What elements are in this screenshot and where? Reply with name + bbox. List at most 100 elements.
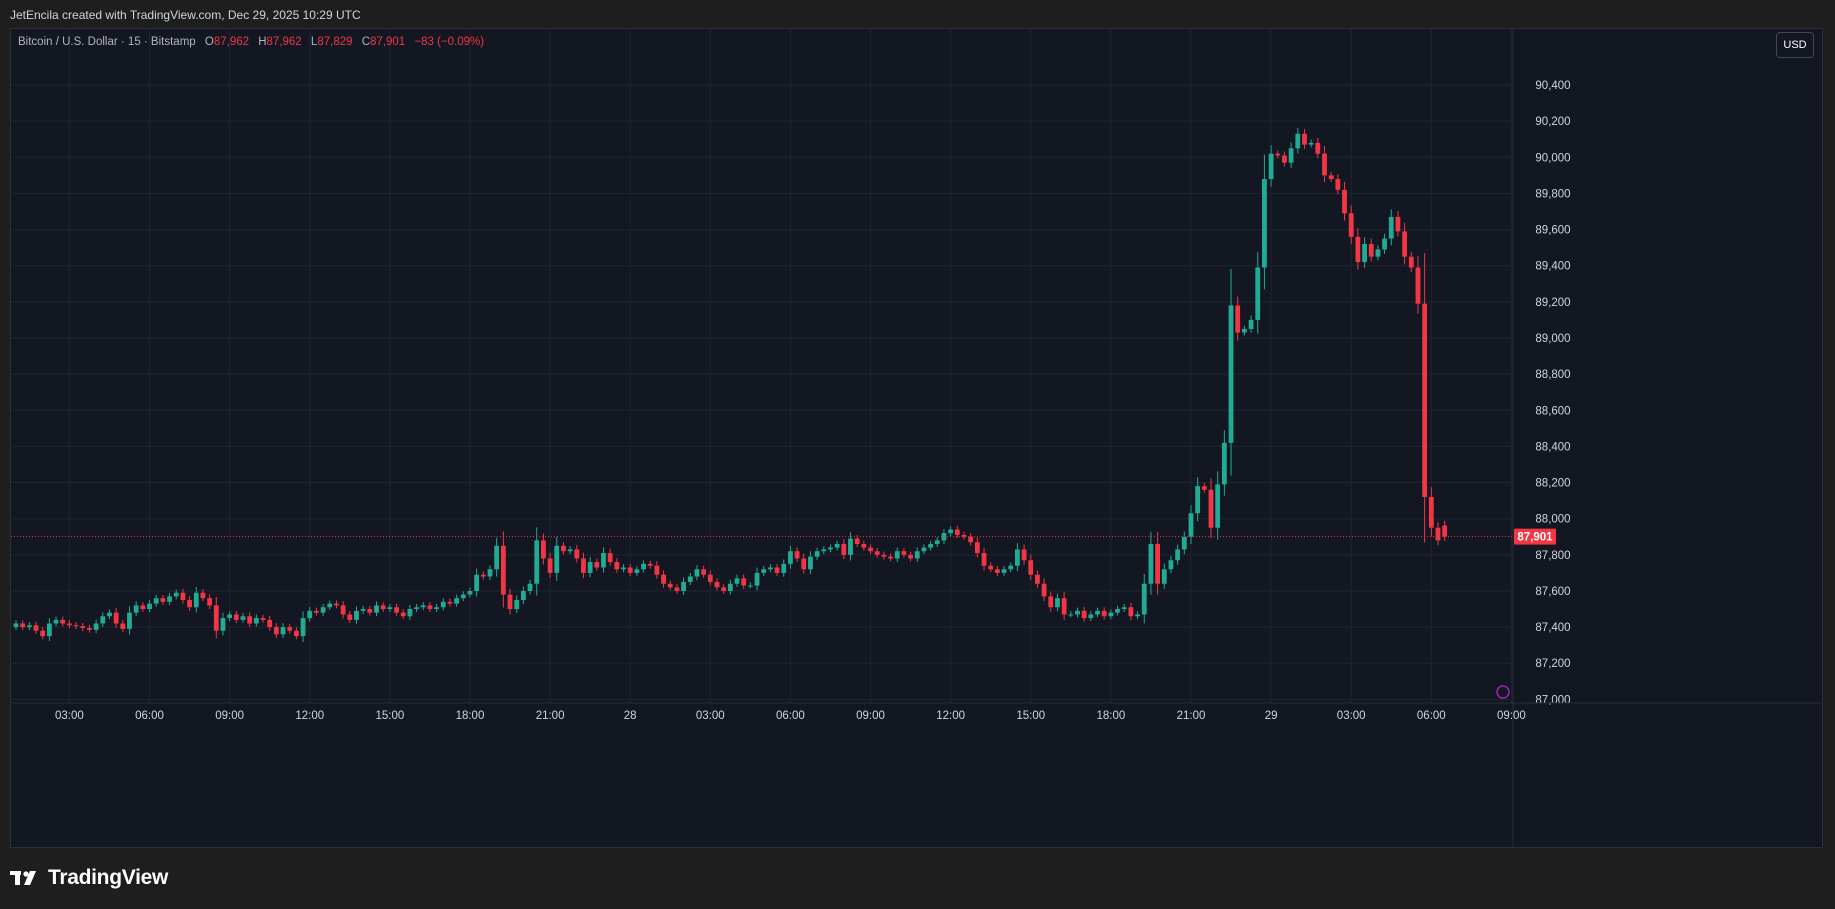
candle[interactable] — [173, 592, 179, 597]
candle[interactable] — [127, 612, 132, 629]
candle[interactable] — [480, 574, 486, 577]
candle[interactable] — [1442, 525, 1448, 537]
candle[interactable] — [320, 607, 326, 613]
candle[interactable] — [1021, 549, 1027, 561]
candle[interactable] — [614, 562, 620, 570]
candle[interactable] — [654, 565, 660, 575]
candle[interactable] — [307, 610, 313, 619]
candle[interactable] — [1415, 267, 1421, 304]
candle[interactable] — [988, 565, 994, 570]
candle[interactable] — [954, 529, 960, 535]
candle[interactable] — [1061, 598, 1067, 615]
candle[interactable] — [941, 533, 947, 541]
candle[interactable] — [1335, 178, 1341, 190]
candle[interactable] — [594, 562, 600, 568]
candle[interactable] — [1095, 610, 1100, 615]
candle[interactable] — [1128, 607, 1134, 617]
candle[interactable] — [1201, 486, 1207, 490]
candle[interactable] — [247, 616, 253, 624]
candle[interactable] — [1382, 238, 1387, 250]
candle[interactable] — [240, 616, 246, 620]
candle[interactable] — [1208, 489, 1214, 528]
candle[interactable] — [641, 563, 646, 570]
candle[interactable] — [721, 587, 727, 591]
candle[interactable] — [340, 605, 346, 615]
currency-button[interactable]: USD — [1776, 32, 1814, 58]
candle[interactable] — [1048, 596, 1054, 608]
candle[interactable] — [1081, 610, 1087, 619]
candle[interactable] — [1408, 256, 1414, 268]
candle[interactable] — [714, 581, 720, 588]
candle[interactable] — [67, 623, 72, 626]
candle[interactable] — [474, 574, 480, 591]
candle[interactable] — [1315, 142, 1321, 154]
candle[interactable] — [1388, 216, 1394, 239]
candle[interactable] — [674, 587, 680, 591]
candle[interactable] — [13, 623, 19, 628]
candle[interactable] — [801, 558, 807, 570]
candle[interactable] — [1001, 569, 1007, 573]
candle[interactable] — [287, 627, 293, 631]
candle[interactable] — [1015, 549, 1020, 566]
candle[interactable] — [327, 603, 333, 608]
candle[interactable] — [634, 569, 640, 573]
candle[interactable] — [841, 543, 847, 555]
candle[interactable] — [667, 583, 673, 588]
candle[interactable] — [1275, 153, 1281, 156]
candle[interactable] — [1362, 244, 1367, 263]
candle[interactable] — [467, 590, 473, 595]
ai-assistant-icon[interactable] — [1496, 685, 1510, 699]
candle[interactable] — [93, 623, 99, 630]
candle[interactable] — [87, 628, 92, 630]
candle[interactable] — [1028, 560, 1034, 575]
candle[interactable] — [661, 574, 666, 584]
candle[interactable] — [153, 598, 159, 604]
candle[interactable] — [1368, 244, 1374, 257]
candle[interactable] — [934, 540, 940, 544]
candle[interactable] — [440, 601, 446, 608]
candle[interactable] — [1402, 231, 1408, 257]
candle[interactable] — [100, 616, 106, 624]
candle[interactable] — [881, 554, 887, 557]
candle[interactable] — [260, 618, 266, 620]
candle[interactable] — [1148, 543, 1154, 584]
candle[interactable] — [627, 567, 633, 573]
candle[interactable] — [374, 605, 379, 613]
candle[interactable] — [781, 563, 787, 573]
candle[interactable] — [561, 545, 566, 552]
candle[interactable] — [961, 534, 967, 537]
candle[interactable] — [727, 583, 733, 591]
candle[interactable] — [534, 540, 540, 584]
candle[interactable] — [1135, 614, 1140, 617]
candle[interactable] — [267, 619, 273, 628]
candle[interactable] — [140, 605, 146, 610]
candle[interactable] — [794, 551, 800, 559]
candle[interactable] — [1175, 549, 1181, 561]
candle[interactable] — [1008, 565, 1014, 570]
candle[interactable] — [1235, 305, 1241, 333]
candle[interactable] — [647, 563, 653, 566]
candle[interactable] — [1282, 155, 1287, 163]
candle[interactable] — [520, 590, 526, 601]
candle[interactable] — [1221, 442, 1227, 485]
candle[interactable] — [928, 543, 934, 548]
candle[interactable] — [367, 609, 373, 613]
candle[interactable] — [233, 614, 239, 620]
candle[interactable] — [821, 549, 827, 552]
candle[interactable] — [380, 605, 386, 610]
candle[interactable] — [621, 567, 626, 570]
candle[interactable] — [581, 558, 586, 573]
candlestick-chart[interactable]: 87,000 87,200 87,400 87,600 87,800 88,000 88,2… — [11, 29, 1822, 847]
candle[interactable] — [414, 607, 419, 610]
candle[interactable] — [1342, 189, 1347, 214]
candle[interactable] — [567, 549, 573, 552]
candle[interactable] — [1428, 497, 1434, 528]
candle[interactable] — [707, 574, 713, 582]
candle[interactable] — [1295, 133, 1301, 149]
candle[interactable] — [200, 592, 206, 599]
candle[interactable] — [113, 612, 119, 624]
candle[interactable] — [861, 543, 867, 548]
candle[interactable] — [1121, 607, 1127, 610]
candle[interactable] — [40, 630, 46, 637]
candle[interactable] — [1375, 249, 1381, 257]
